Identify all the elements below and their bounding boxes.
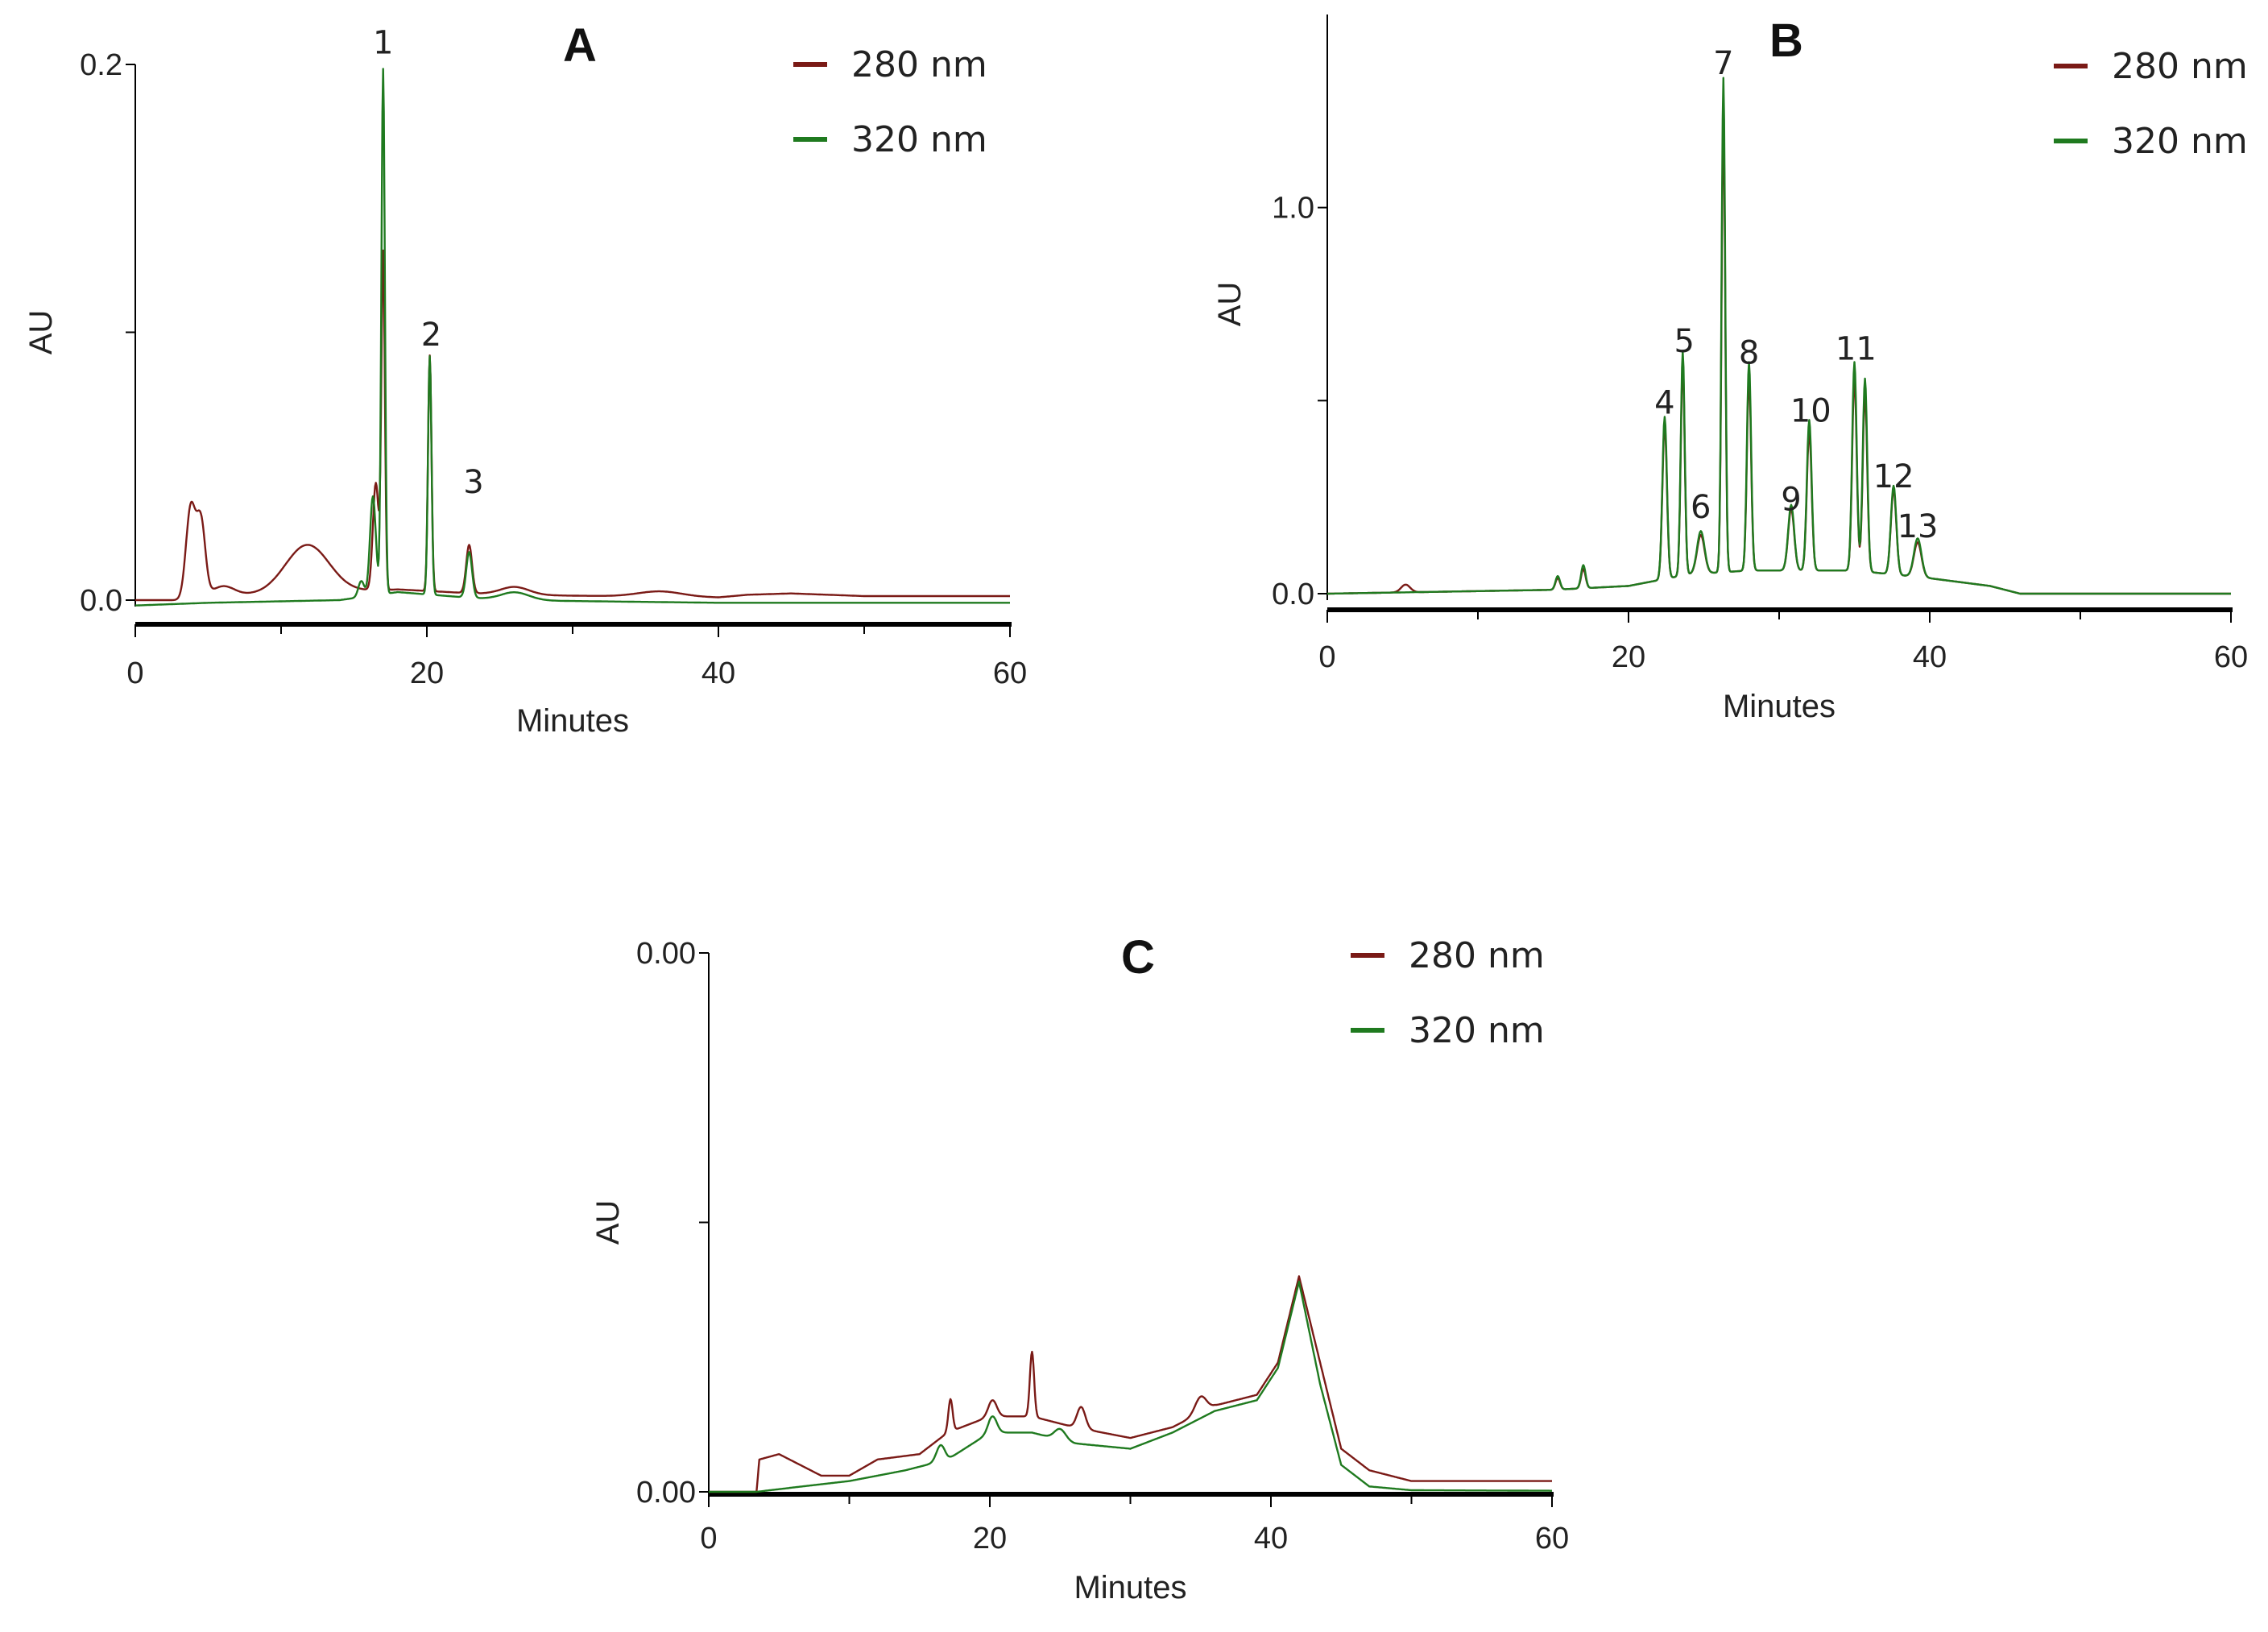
legend-label: 280 nm [1409,935,1545,976]
panel-title: C [1121,931,1155,984]
series-line-320-nm [708,1280,1553,1493]
series-line-280-nm [135,249,1011,602]
legend-label: 280 nm [2112,46,2248,87]
x-tick-label: 60 [2214,640,2248,674]
y-tick-label: 1.0 [1272,192,1314,226]
x-tick-label: 20 [410,657,444,690]
x-tick-label: 60 [993,657,1027,690]
y-axis-title: AU [23,310,59,355]
peak-label: 11 [1836,331,1877,368]
x-tick-label: 0 [126,657,143,690]
peak-label: 12 [1873,458,1914,495]
peak-label: 3 [463,464,483,501]
y-tick-label: 0.0 [80,584,122,618]
x-tick-label: 40 [1913,640,1947,674]
x-tick-label: 60 [1535,1522,1569,1555]
x-tick-label: 20 [1612,640,1645,674]
legend-label: 280 nm [851,44,987,85]
peak-label: 5 [1674,323,1694,360]
x-tick-label: 20 [973,1522,1007,1555]
x-tick-label: 0 [700,1522,717,1555]
series-line-320-nm [135,68,1011,607]
legend-label: 320 nm [851,119,987,160]
y-axis-title: AU [1212,282,1248,327]
series-line-280-nm [708,1275,1553,1493]
peak-label: 1 [373,25,393,62]
y-tick-label: 0.0 [1272,578,1314,611]
x-axis-title: Minutes [1723,689,1836,724]
peak-label: 8 [1739,334,1759,371]
legend-label: 320 nm [1409,1010,1545,1051]
series-line-320-nm [1326,77,2232,595]
peak-label: 2 [421,317,441,354]
peak-label: 10 [1790,392,1831,429]
x-tick-label: 40 [1254,1522,1288,1555]
y-tick-label: 0.00 [636,937,696,971]
peak-label: 13 [1898,508,1939,545]
y-tick-label: 0.00 [636,1476,696,1510]
peak-label: 6 [1691,489,1711,526]
peak-label: 4 [1654,385,1674,422]
panel-title: B [1769,14,1803,67]
y-axis-title: AU [590,1200,626,1245]
legend-label: 320 nm [2112,121,2248,162]
x-axis-title: Minutes [516,703,629,739]
panel-title: A [563,19,597,72]
x-tick-label: 40 [702,657,735,690]
peak-label: 7 [1713,45,1733,82]
peak-label: 9 [1781,482,1801,519]
series-line-280-nm [1326,115,2232,595]
panel-b-chart: 0.0 1.0 0 20 40 60 Minutes AU B 280 nm 320 nm 45 6 7 8… [1212,14,2248,724]
y-tick-label: 0.2 [80,48,122,82]
panel-a-chart: 0.0 0.2 0 20 40 60 Minutes AU A 280 nm 320 nm 1 2 3 [23,19,1027,739]
x-tick-label: 0 [1318,640,1335,674]
x-axis-title: Minutes [1074,1570,1186,1605]
